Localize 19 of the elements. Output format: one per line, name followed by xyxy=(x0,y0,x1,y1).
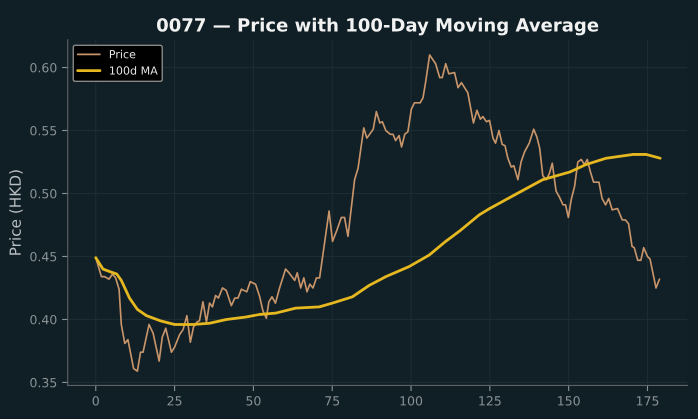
legend-label: Price xyxy=(110,50,136,58)
legend-label: 100d MA xyxy=(110,66,158,75)
x-tick-label: 125 xyxy=(479,396,501,406)
line-series xyxy=(94,153,662,326)
y-tick-label: 0.60 xyxy=(30,62,56,72)
x-tick-label: 150 xyxy=(558,396,580,406)
y-tick-label: 0.40 xyxy=(30,314,56,324)
x-tick-label: 100 xyxy=(400,396,422,406)
y-tick-label: 0.55 xyxy=(30,126,56,136)
y-tick-label: 0.50 xyxy=(30,188,56,198)
chart-title: 0077 — Price with 100-Day Moving Average xyxy=(157,18,598,36)
x-tick-label: 75 xyxy=(325,396,340,406)
x-tick-label: 0 xyxy=(92,396,99,406)
y-tick-label: 0.35 xyxy=(30,378,56,388)
y-tick-label: 0.45 xyxy=(30,252,56,262)
x-tick-label: 25 xyxy=(168,396,182,406)
x-tick-label: 175 xyxy=(636,396,658,406)
x-tick-label: 50 xyxy=(246,396,261,406)
y-axis-title: Price (HKD) xyxy=(9,170,23,255)
